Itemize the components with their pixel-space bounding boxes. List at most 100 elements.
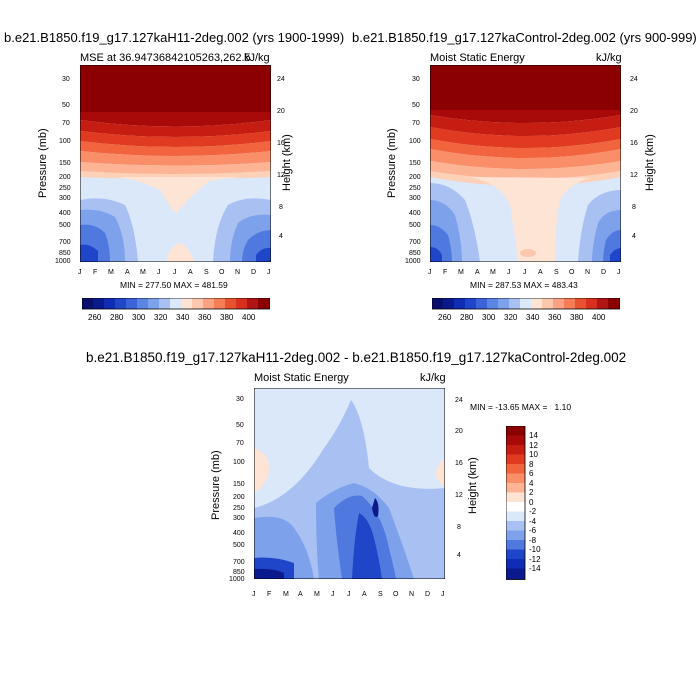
x-tick: A <box>125 269 130 276</box>
y-tick: 700 <box>409 239 421 246</box>
x-tick: A <box>298 591 303 598</box>
colorbar-label: 2 <box>529 488 534 497</box>
x-tick: J <box>347 591 351 598</box>
x-tick: F <box>443 269 448 276</box>
y-axis-title: Pressure (mb) <box>210 450 222 520</box>
colorbar-label: 360 <box>198 313 212 322</box>
y-tick: 300 <box>59 195 71 202</box>
y-tick: 200 <box>409 174 421 181</box>
x-tick: J <box>267 269 271 276</box>
colorbar <box>506 426 526 580</box>
x-tick: N <box>235 269 241 276</box>
x-tick: M <box>490 269 496 276</box>
x-tick: D <box>601 269 607 276</box>
x-tick: O <box>569 269 575 276</box>
y-tick: 150 <box>409 160 421 167</box>
x-tick: J <box>252 591 256 598</box>
y-tick: 70 <box>412 120 420 127</box>
x-tick: J <box>157 269 161 276</box>
x-tick: F <box>267 591 272 598</box>
y-tick: 850 <box>233 569 245 576</box>
x-tick: M <box>314 591 320 598</box>
y-tick: 100 <box>59 138 71 145</box>
y-tick-right: 24 <box>455 397 463 404</box>
colorbar-label: 380 <box>220 313 234 322</box>
y-tick-right: 24 <box>630 76 638 83</box>
chart-subtitle-right: kJ/kg <box>420 372 446 384</box>
x-tick: O <box>393 591 399 598</box>
y-tick-right: 16 <box>277 140 285 147</box>
x-tick: D <box>425 591 431 598</box>
colorbar-label: 380 <box>570 313 584 322</box>
x-tick: N <box>409 591 415 598</box>
panel-left-title: b.e21.B1850.f19_g17.127kaH11-2deg.002 (y… <box>4 30 345 45</box>
min-max-label: MIN = 287.53 MAX = 483.43 <box>470 280 578 290</box>
panel-right-title: b.e21.B1850.f19_g17.127kaControl-2deg.00… <box>352 30 697 45</box>
min-max-label: MIN = -13.65 MAX = 1.10 <box>470 402 572 412</box>
y-tick: 500 <box>59 222 71 229</box>
heatmap-h11 <box>80 65 271 262</box>
y-tick-right: 4 <box>279 233 283 240</box>
colorbar-label: 300 <box>482 313 496 322</box>
colorbar-label: -8 <box>529 536 537 545</box>
heatmap-control <box>430 65 621 262</box>
x-tick: A <box>475 269 480 276</box>
y-tick: 50 <box>62 102 70 109</box>
y-tick-right: 8 <box>457 524 461 531</box>
y-tick: 700 <box>233 559 245 566</box>
y-tick-right: 8 <box>632 204 636 211</box>
colorbar-label: -14 <box>529 564 541 573</box>
y-tick: 50 <box>236 422 244 429</box>
y-tick-right: 4 <box>632 233 636 240</box>
y-tick-right: 24 <box>277 76 285 83</box>
y-tick: 1000 <box>55 258 71 265</box>
colorbar-label: 8 <box>529 460 534 469</box>
x-tick: J <box>441 591 445 598</box>
diff-panel-title: b.e21.B1850.f19_g17.127kaH11-2deg.002 - … <box>86 350 627 365</box>
chart-subtitle-left: MSE at 36.94736842105263,262.5 <box>80 52 251 64</box>
y-tick: 400 <box>409 210 421 217</box>
x-tick: S <box>554 269 559 276</box>
colorbar-label: 4 <box>529 479 534 488</box>
colorbar-label: -6 <box>529 526 537 535</box>
y-tick: 30 <box>412 76 420 83</box>
y-tick-right: 16 <box>630 140 638 147</box>
x-tick: A <box>188 269 193 276</box>
min-max-label: MIN = 277.50 MAX = 481.59 <box>120 280 228 290</box>
y-tick: 200 <box>59 174 71 181</box>
y-tick-right: 4 <box>457 552 461 559</box>
x-tick: F <box>93 269 98 276</box>
chart-subtitle-right: kJ/kg <box>596 52 622 64</box>
y-tick: 850 <box>59 250 71 257</box>
colorbar-label: -10 <box>529 545 541 554</box>
colorbar-label: 280 <box>460 313 474 322</box>
y-axis-title-right: Height (km) <box>644 134 656 191</box>
colorbar-label: 280 <box>110 313 124 322</box>
chart-subtitle-left: Moist Static Energy <box>430 52 525 64</box>
y-tick: 70 <box>236 440 244 447</box>
colorbar-label: 260 <box>438 313 452 322</box>
colorbar-label: 0 <box>529 498 534 507</box>
y-tick: 1000 <box>405 258 421 265</box>
x-tick: J <box>507 269 511 276</box>
x-tick: M <box>458 269 464 276</box>
colorbar-label: -4 <box>529 517 537 526</box>
y-tick: 500 <box>409 222 421 229</box>
x-tick: M <box>140 269 146 276</box>
colorbar-label: 400 <box>592 313 606 322</box>
chart-subtitle-right: kJ/kg <box>244 52 270 64</box>
x-tick: A <box>362 591 367 598</box>
x-tick: A <box>538 269 543 276</box>
y-tick: 300 <box>409 195 421 202</box>
colorbar <box>82 298 270 310</box>
colorbar-label: 300 <box>132 313 146 322</box>
x-tick: S <box>378 591 383 598</box>
y-tick: 100 <box>233 459 245 466</box>
y-tick: 30 <box>62 76 70 83</box>
y-tick: 850 <box>409 250 421 257</box>
y-tick-right: 20 <box>455 428 463 435</box>
y-axis-title: Pressure (mb) <box>386 128 398 198</box>
x-tick: J <box>617 269 621 276</box>
y-tick: 400 <box>233 530 245 537</box>
x-tick: M <box>108 269 114 276</box>
